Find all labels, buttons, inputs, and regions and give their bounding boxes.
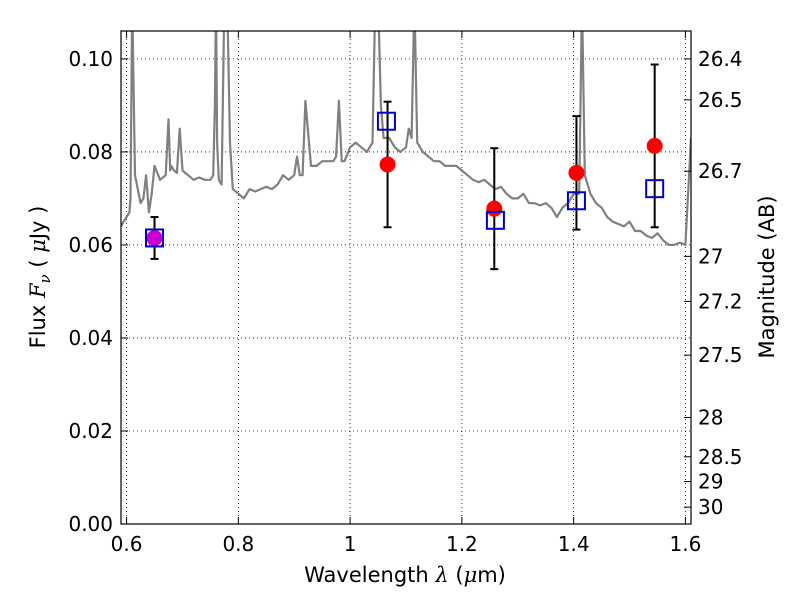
plot-frame (120, 30, 692, 525)
observed-flux-point (146, 229, 163, 246)
y-axis-ticks: 0.00 0.02 0.04 0.06 0.08 0.10 (68, 47, 128, 536)
y2-tick-label: 27.5 (698, 343, 743, 367)
x-tick-label: 1 (344, 532, 357, 556)
observed-flux-point (646, 137, 663, 154)
x-tick-label: 1.6 (670, 532, 702, 556)
spectrum-layer (121, 31, 691, 246)
x-axis-ticks: 0.6 0.8 1 1.2 1.4 1.6 (111, 31, 702, 556)
y2-tick-label: 27.2 (698, 289, 743, 313)
y-tick-label: 0.04 (68, 326, 113, 350)
y2-tick-label: 29 (698, 470, 723, 494)
x-tick-label: 0.8 (222, 532, 254, 556)
model-flux-square (376, 111, 396, 131)
model-flux-square (145, 228, 165, 248)
model-flux-squares (145, 111, 665, 248)
y2-axis-label: Magnitude (AB) (755, 195, 779, 358)
y-axis-label: Flux Fν ( μJy ) (26, 206, 54, 349)
y2-tick-label: 26.7 (698, 159, 743, 183)
y-tick-label: 0.02 (68, 419, 113, 443)
y2-tick-label: 28 (698, 405, 723, 429)
observed-flux-point (486, 200, 503, 217)
model-flux-square (645, 179, 665, 199)
y-tick-label: 0.06 (68, 233, 113, 257)
y2-tick-label: 30 (698, 495, 723, 519)
y2-tick-label: 27 (698, 244, 723, 268)
y-tick-label: 0.10 (68, 47, 113, 71)
x-tick-label: 1.2 (446, 532, 478, 556)
y2-tick-label: 28.5 (698, 445, 743, 469)
model-spectrum-line (121, 31, 691, 246)
y-tick-label: 0.00 (68, 512, 113, 536)
model-flux-square (485, 210, 505, 230)
observed-flux-point (379, 156, 396, 173)
x-tick-label: 1.4 (558, 532, 590, 556)
observed-flux-point (568, 164, 585, 181)
grid-lines (121, 31, 691, 525)
y2-tick-label: 26.5 (698, 88, 743, 112)
x-tick-label: 0.6 (111, 532, 143, 556)
y-tick-label: 0.08 (68, 140, 113, 164)
x-axis-label: Wavelength λ (μm) (304, 563, 506, 587)
model-flux-square (566, 191, 586, 211)
y2-tick-label: 26.4 (698, 47, 743, 71)
